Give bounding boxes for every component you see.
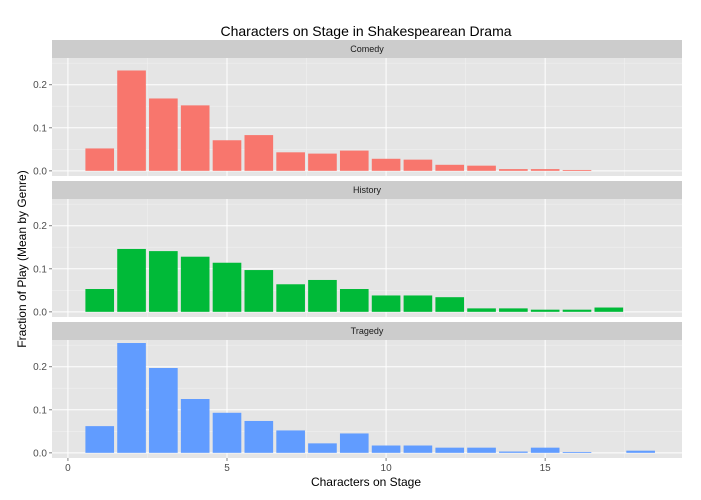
bar: [276, 430, 305, 453]
bar: [244, 135, 274, 171]
bar: [371, 295, 401, 312]
bars-tragedy: [85, 343, 655, 453]
y-tick-label: 0.2: [33, 362, 47, 373]
bar: [85, 426, 115, 453]
bar: [562, 309, 592, 312]
bar: [212, 262, 242, 312]
bar: [180, 399, 210, 453]
bar: [435, 297, 465, 312]
bar: [499, 308, 528, 312]
bar: [435, 164, 465, 171]
bar: [117, 248, 146, 312]
bar: [212, 412, 242, 453]
bar: [467, 165, 496, 171]
x-axis: 0 5 10 15: [65, 458, 551, 474]
bar: [180, 105, 210, 171]
bar: [339, 433, 369, 453]
y-tick-label: 0.0: [33, 166, 47, 177]
chart-title: Characters on Stage in Shakespearean Dra…: [220, 23, 511, 39]
bars-comedy: [85, 70, 592, 171]
bar: [149, 367, 178, 453]
x-tick-label: 10: [381, 463, 393, 474]
bar: [371, 445, 401, 453]
facet-panel-history: History 0.0 0.1 0.2: [33, 181, 682, 318]
bar: [467, 447, 496, 453]
bar: [626, 450, 655, 453]
bar: [117, 343, 146, 453]
bar: [403, 295, 433, 312]
y-tick-label: 0.1: [33, 405, 47, 416]
bar: [435, 447, 465, 453]
bar: [180, 256, 210, 312]
bar: [403, 159, 433, 171]
facet-strip: [52, 322, 682, 340]
bar: [244, 420, 274, 453]
y-tick-label: 0.1: [33, 123, 47, 134]
bar: [85, 148, 115, 171]
facet-panels: Comedy 0.0 0.1 0.2 History 0.0 0.1 0.2 Tragedy 0.…: [33, 40, 682, 459]
bar: [308, 279, 337, 312]
bar: [212, 140, 242, 171]
facet-strip: [52, 181, 682, 199]
y-axis-title: Fraction of Play (Mean by Genre): [15, 170, 29, 347]
bar: [149, 251, 178, 312]
facet-strip-label: Tragedy: [351, 326, 384, 336]
y-tick-label: 0.0: [33, 448, 47, 459]
bar: [562, 451, 592, 453]
facet-strip-label: History: [353, 185, 382, 195]
facet-panel-comedy: Comedy 0.0 0.1 0.2: [33, 40, 682, 177]
bar: [530, 447, 560, 453]
x-tick-label: 15: [540, 463, 552, 474]
bar: [149, 98, 178, 171]
y-axis-history: 0.0 0.1 0.2: [33, 221, 52, 318]
x-tick-label: 5: [224, 463, 230, 474]
bar: [562, 169, 592, 171]
bar: [339, 289, 369, 312]
bar: [403, 445, 433, 453]
bar: [530, 309, 560, 312]
bar: [499, 451, 528, 453]
bar: [244, 270, 274, 312]
bar: [594, 307, 624, 312]
bar: [308, 443, 337, 453]
bar: [371, 158, 401, 171]
bar: [276, 284, 305, 312]
y-axis-tragedy: 0.0 0.1 0.2: [33, 362, 52, 459]
facet-panel-tragedy: Tragedy 0.0 0.1 0.2: [33, 322, 682, 459]
y-tick-label: 0.2: [33, 80, 47, 91]
y-axis-comedy: 0.0 0.1 0.2: [33, 80, 52, 177]
bar: [308, 153, 337, 171]
bar: [276, 152, 305, 171]
bar: [85, 289, 115, 312]
x-tick-label: 0: [65, 463, 71, 474]
facet-strip-label: Comedy: [350, 44, 384, 54]
bars-history: [85, 248, 624, 312]
y-tick-label: 0.0: [33, 307, 47, 318]
x-axis-title: Characters on Stage: [311, 475, 421, 489]
y-tick-label: 0.1: [33, 264, 47, 275]
bar: [499, 169, 528, 171]
bar: [467, 308, 496, 312]
bar: [339, 150, 369, 171]
y-tick-label: 0.2: [33, 221, 47, 232]
bar: [117, 70, 146, 171]
bar: [530, 169, 560, 171]
facet-strip: [52, 40, 682, 58]
